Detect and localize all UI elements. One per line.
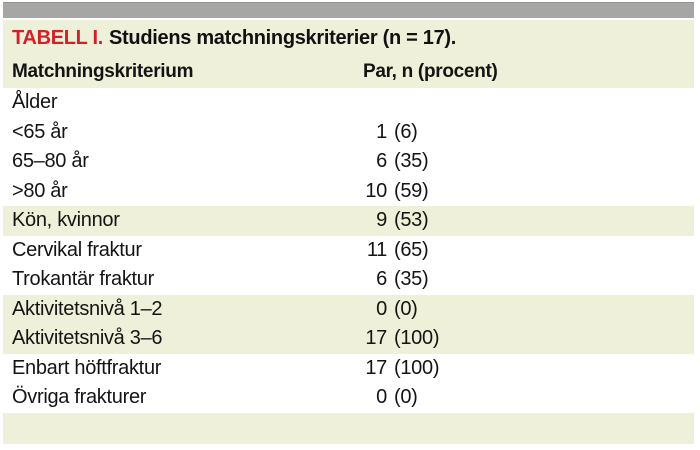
table-row-enbart-hoftfraktur: Enbart höftfraktur 17 (100) (3, 353, 694, 383)
row-value: 11 (65) (366, 238, 429, 261)
row-label: Cervikal fraktur (12, 238, 142, 261)
row-value: 1 (6) (376, 120, 418, 143)
row-value: 10 (59) (365, 179, 429, 202)
table-row-trokantar-fraktur: Trokantär fraktur 6 (35) (3, 265, 694, 295)
row-value: 17 (100) (365, 327, 440, 350)
row-label: Aktivitetsnivå 3–6 (12, 327, 163, 350)
row-value: 17 (100) (365, 356, 440, 379)
row-label: Övriga frakturer (12, 386, 147, 409)
table-row-under-65: <65 år 1 (6) (3, 117, 694, 147)
table-title: TABELL I. Studiens matchningskriterier (n… (12, 27, 456, 50)
table-title-text: Studiens matchningskriterier (n = 17). (109, 27, 457, 49)
row-value: 6 (35) (376, 268, 429, 291)
row-label: Trokantär fraktur (12, 268, 154, 291)
row-value: 9 (53) (376, 209, 429, 232)
table-row-over-80: >80 år 10 (59) (3, 176, 694, 206)
matching-criteria-table: TABELL I. Studiens matchningskriterier (n… (3, 20, 694, 444)
table-title-number: TABELL I. (12, 27, 104, 49)
table-row-65-80: 65–80 år 6 (35) (3, 147, 694, 177)
row-label: >80 år (12, 179, 68, 202)
table-body: Ålder <65 år 1 (6) 65–80 år 6 (35) >80 år … (3, 88, 694, 413)
row-value: 6 (35) (376, 150, 429, 173)
table-row-cervikal-fraktur: Cervikal fraktur 11 (65) (3, 235, 694, 265)
table-row-aktivitetsniva-3-6: Aktivitetsnivå 3–6 17 (100) (3, 324, 694, 354)
row-label: <65 år (12, 120, 68, 143)
row-value: 0 (0) (376, 297, 418, 320)
table-row-alder: Ålder (3, 88, 694, 118)
table-row-kon-kvinnor: Kön, kvinnor 9 (53) (3, 206, 694, 236)
row-label: Kön, kvinnor (12, 209, 120, 232)
row-value (343, 88, 394, 118)
row-label: Enbart höftfraktur (12, 356, 162, 379)
table-row-aktivitetsniva-1-2: Aktivitetsnivå 1–2 0 (0) (3, 294, 694, 324)
row-label: Aktivitetsnivå 1–2 (12, 297, 163, 320)
table-footer-bar (3, 412, 694, 444)
table-row-ovriga-frakturer: Övriga frakturer 0 (0) (3, 383, 694, 413)
top-divider-bar (3, 2, 694, 18)
column-header-value: Par, n (procent) (363, 61, 498, 82)
row-label: 65–80 år (12, 150, 89, 173)
column-header-criterion: Matchningskriterium (12, 61, 194, 82)
row-value: 0 (0) (376, 386, 418, 409)
row-label: Ålder (12, 91, 58, 114)
table-header-block: TABELL I. Studiens matchningskriterier (n… (3, 20, 694, 88)
